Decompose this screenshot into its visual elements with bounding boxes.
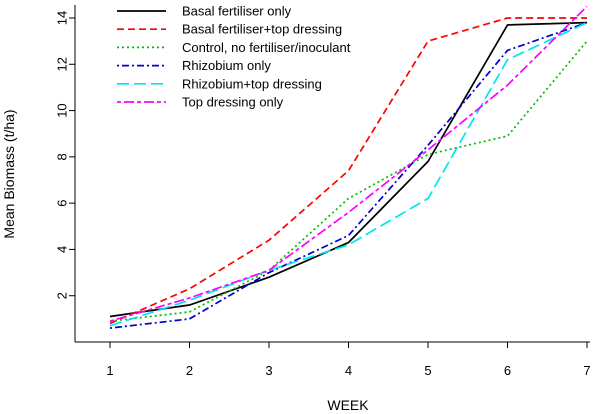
x-tick-label: 1 [106, 363, 113, 378]
x-tick-label: 4 [345, 363, 352, 378]
x-tick-label: 7 [583, 363, 590, 378]
x-axis: 1 2 3 4 5 6 7 [106, 342, 591, 378]
y-tick-label: 12 [54, 57, 69, 71]
y-tick-label: 2 [54, 292, 69, 299]
x-tick-label: 5 [424, 363, 431, 378]
series-line-6 [109, 5, 588, 323]
legend: Basal fertiliser only Basal fertiliser+to… [117, 4, 351, 110]
x-tick-label: 3 [265, 363, 272, 378]
series-line-5 [109, 21, 588, 327]
series-line-4 [109, 21, 588, 329]
legend-label: Control, no fertiliser/inoculant [182, 40, 351, 55]
series-line-1 [109, 21, 588, 318]
legend-label: Rhizobium only [182, 58, 271, 73]
plot-frame [74, 5, 590, 343]
y-tick-label: 4 [54, 246, 69, 253]
legend-label: Top dressing only [182, 95, 284, 110]
y-axis: 2 4 6 8 10 12 14 [54, 11, 75, 299]
y-tick-label: 14 [54, 11, 69, 25]
y-tick-label: 10 [54, 103, 69, 117]
series-line-3 [109, 40, 588, 323]
y-axis-title: Mean Biomass (t/ha) [1, 109, 17, 238]
legend-label: Basal fertiliser+top dressing [182, 22, 342, 37]
legend-label: Rhizobium+top dressing [182, 76, 322, 91]
y-tick-label: 6 [54, 200, 69, 207]
x-tick-label: 6 [504, 363, 511, 378]
x-axis-title: WEEK [327, 397, 369, 413]
series-lines [109, 5, 588, 329]
series-line-2 [109, 17, 587, 325]
y-tick-label: 8 [54, 153, 69, 160]
x-tick-label: 2 [186, 363, 193, 378]
legend-label: Basal fertiliser only [182, 4, 292, 19]
